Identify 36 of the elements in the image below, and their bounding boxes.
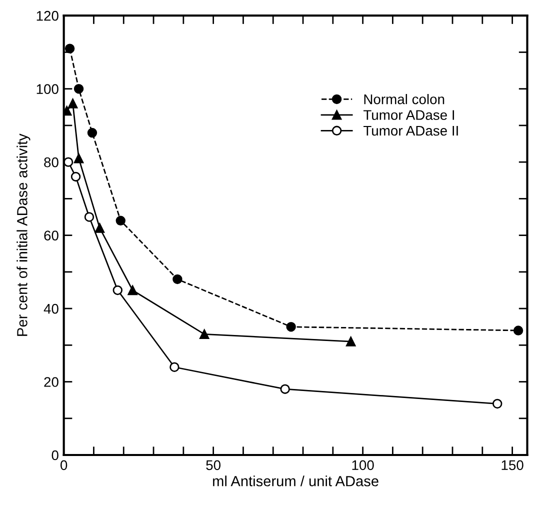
point bbox=[112, 285, 123, 296]
point bbox=[513, 326, 524, 336]
x-tick-label: 100 bbox=[352, 460, 374, 470]
point bbox=[87, 128, 98, 138]
point bbox=[116, 216, 126, 226]
point bbox=[94, 223, 105, 233]
y-axis-title: Per cent of initial ADase activity bbox=[16, 134, 30, 336]
point bbox=[64, 157, 74, 167]
x-tick-label: 50 bbox=[206, 460, 220, 470]
legend-label: Tumor ADase II bbox=[363, 126, 458, 136]
legend-label: Tumor ADase I bbox=[363, 110, 454, 120]
point bbox=[170, 362, 180, 372]
point bbox=[64, 44, 75, 54]
x-tick-label: 0 bbox=[60, 460, 68, 470]
point bbox=[172, 274, 182, 284]
point bbox=[84, 212, 94, 222]
y-tick-label: 0 bbox=[52, 450, 58, 460]
point bbox=[280, 384, 290, 394]
y-tick-label: 100 bbox=[36, 84, 58, 94]
point bbox=[74, 84, 84, 94]
y-tick-label: 80 bbox=[44, 157, 58, 168]
point bbox=[346, 336, 356, 346]
point bbox=[68, 98, 78, 108]
y-tick-label: 120 bbox=[36, 10, 58, 21]
y-tick-label: 40 bbox=[44, 304, 58, 314]
x-axis-title: ml Antiserum / unit ADase bbox=[213, 476, 378, 486]
y-tick-label: 20 bbox=[44, 377, 58, 387]
point bbox=[492, 398, 502, 409]
point bbox=[70, 172, 81, 182]
legend-label: Normal colon bbox=[364, 94, 444, 104]
y-tick-label: 60 bbox=[44, 230, 58, 240]
point bbox=[199, 329, 210, 340]
point bbox=[128, 285, 138, 296]
point bbox=[74, 154, 84, 164]
point bbox=[286, 322, 296, 332]
x-tick-label: 150 bbox=[502, 460, 524, 470]
